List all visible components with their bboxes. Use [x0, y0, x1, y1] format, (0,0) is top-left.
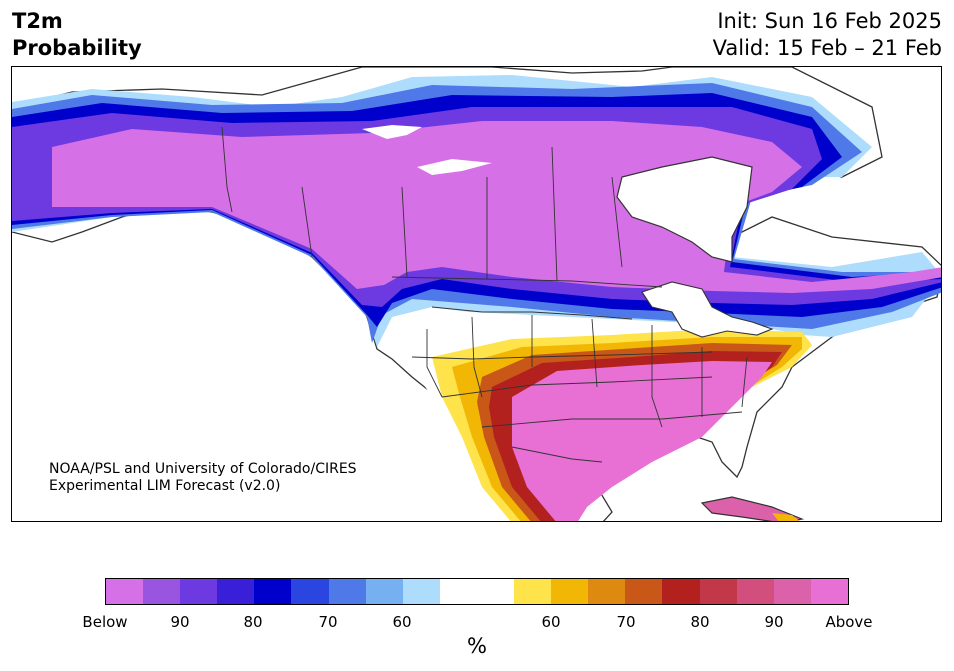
colorbar-tick-label: 90 — [170, 613, 190, 631]
colorbar-tick-label: Below — [82, 613, 128, 631]
colorbar-tick-label: 60 — [392, 613, 412, 631]
colorbar-tick-label: Above — [825, 613, 873, 631]
colorbar-segment — [736, 579, 774, 604]
colorbar-tick-label: 80 — [243, 613, 263, 631]
credit-line-1: NOAA/PSL and University of Colorado/CIRE… — [49, 461, 357, 477]
great-bear-lake — [417, 159, 492, 175]
cuba-east-warm — [772, 513, 800, 521]
colorbar-segment — [143, 579, 181, 604]
colorbar-segment — [328, 579, 366, 604]
colorbar-segment — [402, 579, 440, 604]
colorbar-segment — [106, 579, 144, 604]
colorbar-segment — [439, 579, 477, 604]
valid-range: Valid: 15 Feb – 21 Feb — [712, 36, 942, 60]
map-panel — [11, 66, 942, 522]
colorbar-segment — [662, 579, 700, 604]
init-date: Init: Sun 16 Feb 2025 — [717, 9, 942, 33]
colorbar-segment — [365, 579, 403, 604]
colorbar-segment — [810, 579, 848, 604]
political-borders — [221, 126, 748, 463]
great-slave-lake — [362, 125, 422, 139]
colorbar-segment — [217, 579, 255, 604]
credit-line-2: Experimental LIM Forecast (v2.0) — [49, 478, 281, 494]
probability-map — [12, 67, 941, 521]
map-title: T2m Probability — [12, 8, 142, 62]
colorbar-segment — [291, 579, 329, 604]
colorbar-segment — [699, 579, 737, 604]
colorbar-segment — [476, 579, 515, 604]
colorbar-tick-label: 70 — [616, 613, 636, 631]
colorbar-tick-label: 70 — [318, 613, 338, 631]
title-line-1: T2m — [12, 9, 63, 33]
map-credit: NOAA/PSL and University of Colorado/CIRE… — [49, 461, 357, 495]
colorbar-tick-label: 80 — [690, 613, 710, 631]
forecast-dates: Init: Sun 16 Feb 2025 Valid: 15 Feb – 21… — [713, 8, 942, 62]
colorbar-segment — [254, 579, 292, 604]
colorbar-segment — [180, 579, 218, 604]
title-line-2: Probability — [12, 36, 142, 60]
colorbar-segment — [625, 579, 663, 604]
colorbar-unit: % — [467, 634, 487, 658]
colorbar-segment — [514, 579, 552, 604]
above-core — [512, 361, 772, 521]
colorbar-tick-label: 60 — [541, 613, 561, 631]
colorbar — [105, 578, 849, 605]
hudson-bay — [616, 156, 753, 263]
colorbar-segment — [773, 579, 811, 604]
colorbar-tick-label: 90 — [764, 613, 784, 631]
colorbar-segment — [551, 579, 589, 604]
great-lakes — [641, 281, 774, 338]
colorbar-segment — [588, 579, 626, 604]
